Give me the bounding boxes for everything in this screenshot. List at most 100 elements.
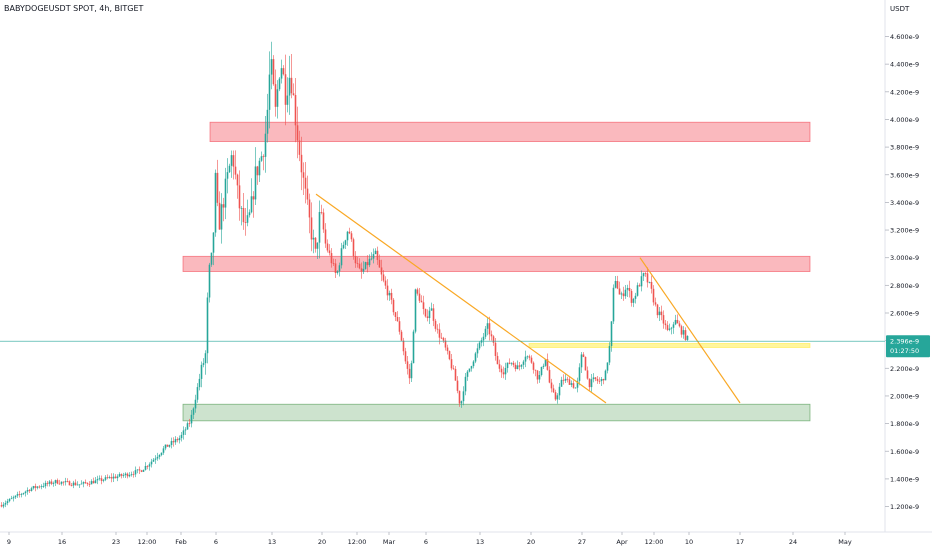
candle-body xyxy=(546,359,549,370)
candle-body xyxy=(424,309,427,317)
candle-body xyxy=(510,362,513,364)
candle-body xyxy=(498,364,501,369)
candle-body xyxy=(148,464,151,467)
candle-body xyxy=(168,444,171,447)
candle-body xyxy=(300,154,303,173)
candle-body xyxy=(128,474,131,477)
time-tick-label: 17 xyxy=(736,538,744,546)
candle-body xyxy=(672,324,675,328)
candle-body xyxy=(314,237,317,249)
candle-body xyxy=(2,504,5,507)
candle-body xyxy=(506,362,509,368)
candle-body xyxy=(552,388,555,393)
candle-body xyxy=(432,308,435,321)
candle-body xyxy=(560,379,563,387)
candle-body xyxy=(470,366,473,369)
candle-body xyxy=(566,378,569,380)
price-tick-label: 4.600e-9 xyxy=(890,33,919,41)
candle-body xyxy=(318,212,321,243)
candle-body xyxy=(476,348,479,354)
candle-body xyxy=(0,505,3,507)
candle-body xyxy=(12,497,15,499)
candle-body xyxy=(40,486,43,488)
candle-body xyxy=(508,362,511,364)
candle-body xyxy=(528,356,531,358)
candle-body xyxy=(426,316,429,319)
candle-body xyxy=(458,390,461,404)
candle-body xyxy=(332,263,335,264)
candle-body xyxy=(378,259,381,268)
time-tick-label: May xyxy=(838,538,852,546)
candle-body xyxy=(492,336,495,343)
zone-rect-0 xyxy=(209,121,811,142)
candle-body xyxy=(488,323,491,335)
candle-body xyxy=(494,342,497,356)
candle-body xyxy=(386,285,389,296)
candle-body xyxy=(92,481,95,484)
candle-body xyxy=(428,310,431,319)
candle-body xyxy=(530,357,533,363)
candle-body xyxy=(500,368,503,373)
candle-body xyxy=(606,362,609,371)
candle-body xyxy=(268,74,271,110)
candle-body xyxy=(478,342,481,349)
candle-body xyxy=(642,273,645,277)
candle-body xyxy=(416,289,419,294)
candle-body xyxy=(342,244,345,249)
candle-body xyxy=(308,199,311,218)
candle-body xyxy=(70,485,73,487)
candle-body xyxy=(374,250,377,255)
candle-body xyxy=(616,280,619,289)
candle-body xyxy=(74,482,77,485)
candle-body xyxy=(64,481,67,483)
candle-body xyxy=(538,375,541,380)
candle-body xyxy=(236,174,239,186)
candle-body xyxy=(252,196,255,200)
symbol-title[interactable]: BABYDOGEUSDT SPOT, 4h, BITGET xyxy=(4,4,144,13)
candle-body xyxy=(594,377,597,380)
candle-body xyxy=(444,340,447,348)
candle-body xyxy=(4,503,7,505)
candle-body xyxy=(392,299,395,313)
candle-body xyxy=(486,323,489,329)
candle-body xyxy=(442,337,445,341)
candle-body xyxy=(648,281,651,283)
candle-body xyxy=(326,243,329,251)
candle-body xyxy=(30,488,33,491)
candle-body xyxy=(484,328,487,337)
candle-body xyxy=(198,378,201,388)
candle-body xyxy=(372,254,375,259)
candle-body xyxy=(270,59,273,75)
candle-body xyxy=(258,160,261,176)
zone-rect-2 xyxy=(528,343,811,348)
candle-body xyxy=(452,368,455,370)
last-price-layer: 2.396e-901:27:50 xyxy=(0,335,930,358)
candle-body xyxy=(6,501,9,504)
candle-body xyxy=(254,166,257,200)
candle-body xyxy=(634,295,637,299)
candle-body xyxy=(334,263,337,273)
candle-body xyxy=(114,476,117,479)
candle-body xyxy=(32,486,35,489)
candle-body xyxy=(126,473,129,477)
candle-body xyxy=(524,356,527,362)
time-tick-label: Mar xyxy=(383,538,396,546)
candle-body xyxy=(446,347,449,352)
candle-body xyxy=(296,125,299,141)
candle-body xyxy=(214,172,217,233)
candle-body xyxy=(662,315,665,324)
candle-body xyxy=(370,258,373,260)
time-axis: 9 16 23 12:00 Feb 6 13 20 12:00 Mar 6 13 20 27 Apr 12:0… xyxy=(7,532,852,546)
candle-body xyxy=(592,377,595,380)
price-tick-label: 4.400e-9 xyxy=(890,61,919,69)
candle-body xyxy=(166,444,169,447)
candle-body xyxy=(472,361,475,367)
candle-body xyxy=(406,361,409,369)
candle-body xyxy=(320,212,323,213)
candle-body xyxy=(68,481,71,486)
candle-body xyxy=(420,300,423,303)
candle-body xyxy=(8,498,11,502)
candle-body xyxy=(640,276,643,287)
